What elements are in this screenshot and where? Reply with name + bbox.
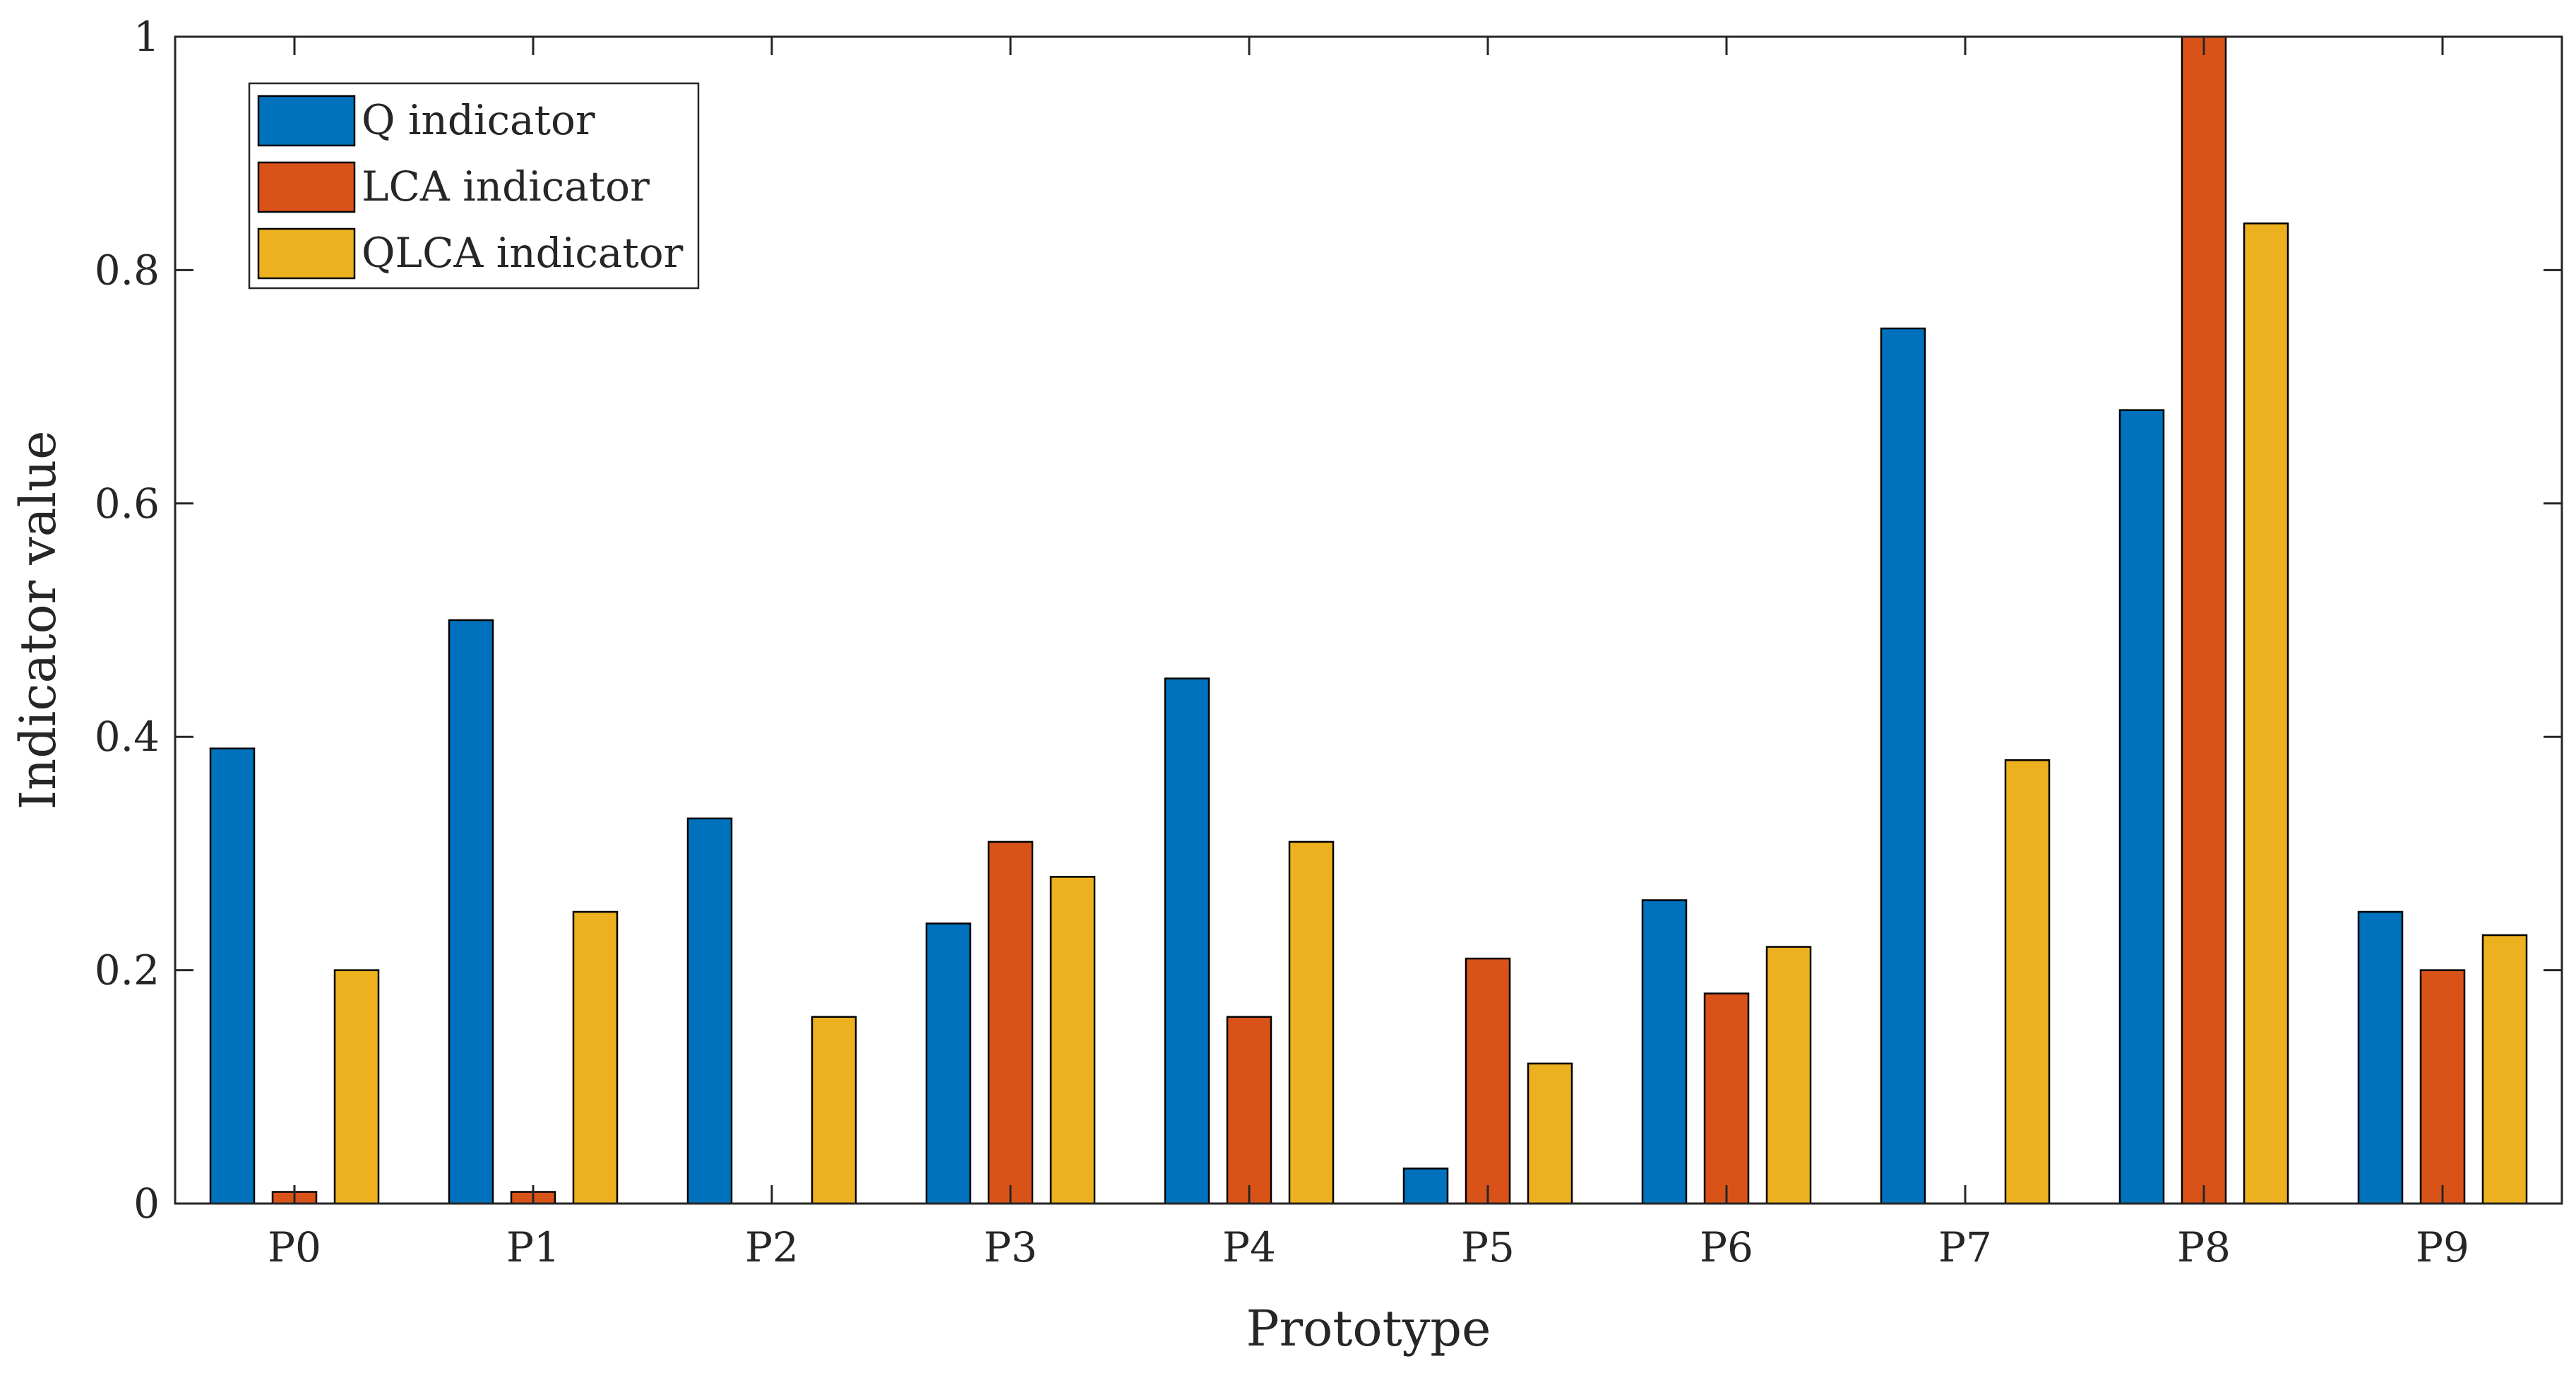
bar-q-indicator-p8 [2118, 409, 2165, 1205]
y-tick-label: 0.2 [95, 946, 160, 994]
x-tick-label: P3 [984, 1223, 1037, 1271]
bar-qlca-indicator-p6 [1765, 946, 1812, 1205]
legend-swatch-lca-indicator [257, 161, 356, 213]
bar-qlca-indicator-p3 [1049, 876, 1096, 1205]
bar-qlca-indicator-p2 [811, 1016, 857, 1205]
x-tick-label: P7 [1938, 1223, 1992, 1271]
x-tick-label: P8 [2177, 1223, 2231, 1271]
legend-label-lca-indicator: LCA indicator [362, 162, 650, 210]
bar-q-indicator-p5 [1402, 1168, 1449, 1205]
x-tick-label: P2 [745, 1223, 799, 1271]
axes-box [174, 35, 2563, 1205]
bar-lca-indicator-p3 [987, 841, 1034, 1205]
legend-label-q-indicator: Q indicator [362, 96, 595, 144]
x-tick-label: P6 [1700, 1223, 1753, 1271]
x-tick-label: P5 [1461, 1223, 1515, 1271]
y-axis-label: Indicator value [9, 430, 67, 809]
legend-items: Q indicator LCA indicator QLCA indicator [257, 95, 684, 280]
bar-lca-indicator-p5 [1465, 957, 1511, 1205]
y-tick-label: 0.8 [95, 246, 160, 294]
bar-lca-indicator-p8 [2181, 35, 2227, 1205]
legend-swatch-qlca-indicator [257, 227, 356, 280]
bar-q-indicator-p1 [448, 619, 494, 1205]
x-tick-label: P4 [1222, 1223, 1276, 1271]
legend-swatch-q-indicator [257, 95, 356, 147]
bar-q-indicator-p0 [209, 747, 256, 1205]
bar-lca-indicator-p9 [2419, 969, 2466, 1205]
bar-qlca-indicator-p8 [2243, 222, 2289, 1205]
ticks-layer: 0 0.2 0.4 0.6 0.8 1 P0 P1 P2 P3 P4 P5 P6 P7 P8 P9 [95, 13, 2562, 1271]
bar-q-indicator-p2 [686, 817, 733, 1205]
bar-lca-indicator-p6 [1703, 992, 1750, 1205]
x-tick-label: P1 [506, 1223, 560, 1271]
bar-qlca-indicator-p5 [1527, 1062, 1573, 1205]
legend-label-qlca-indicator: QLCA indicator [362, 229, 684, 277]
bar-q-indicator-p4 [1164, 677, 1210, 1205]
y-tick-label: 0.4 [95, 713, 160, 761]
x-axis-label: Prototype [1246, 1300, 1491, 1358]
bar-q-indicator-p3 [925, 922, 972, 1205]
bar-qlca-indicator-p7 [2004, 759, 2051, 1205]
bar-qlca-indicator-p9 [2481, 934, 2528, 1205]
x-tick-label: P9 [2416, 1223, 2469, 1271]
y-tick-label: 0 [133, 1180, 160, 1228]
y-tick-label: 1 [133, 13, 160, 61]
bar-q-indicator-p9 [2357, 910, 2404, 1205]
x-tick-label: P0 [268, 1223, 321, 1271]
bar-q-indicator-p6 [1641, 899, 1688, 1205]
bar-q-indicator-p7 [1880, 327, 1926, 1205]
bar-qlca-indicator-p0 [333, 969, 380, 1205]
bar-lca-indicator-p4 [1226, 1016, 1272, 1205]
legend: Q indicator LCA indicator QLCA indicator [248, 82, 700, 290]
bar-qlca-indicator-p1 [572, 910, 619, 1205]
bar-qlca-indicator-p4 [1288, 841, 1335, 1205]
y-tick-label: 0.6 [95, 480, 160, 528]
bars-layer [209, 35, 2528, 1205]
